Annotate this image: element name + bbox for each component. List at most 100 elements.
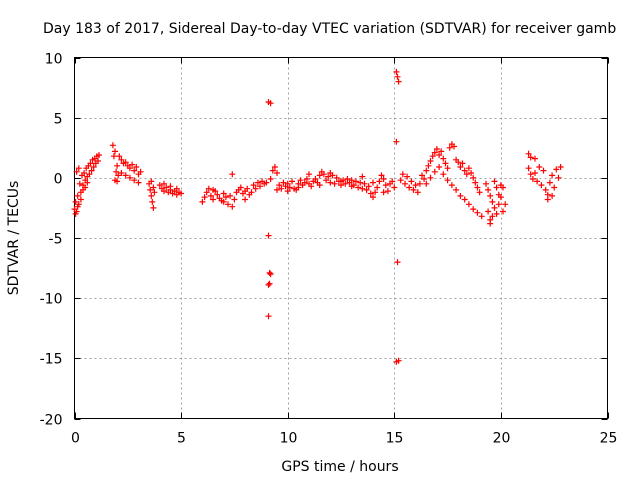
data-point	[214, 191, 221, 198]
data-point	[427, 174, 434, 181]
data-point	[289, 178, 295, 185]
data-point	[225, 201, 231, 208]
data-point	[476, 189, 483, 196]
grid-lines	[74, 57, 608, 419]
data-point	[532, 170, 538, 176]
data-point	[465, 165, 472, 172]
data-point	[376, 178, 383, 185]
data-point	[557, 164, 564, 170]
data-point	[487, 192, 494, 199]
data-point	[440, 171, 447, 178]
data-point	[81, 170, 88, 176]
data-point	[274, 186, 280, 193]
data-point	[284, 188, 291, 195]
data-point	[327, 179, 334, 186]
data-point	[453, 186, 460, 193]
data-point	[126, 174, 133, 181]
data-point	[84, 179, 91, 186]
data-point	[436, 164, 443, 170]
data-point	[231, 196, 238, 203]
y-tick-labels: -20 -15 -10 -5 0 5 10	[40, 52, 63, 429]
data-point	[254, 179, 261, 186]
data-point	[527, 171, 534, 178]
data-point	[461, 196, 468, 203]
data-point	[306, 171, 312, 178]
data-point	[244, 185, 251, 192]
data-point	[500, 208, 506, 215]
data-point	[489, 198, 496, 205]
data-point	[370, 179, 376, 186]
data-point	[465, 201, 472, 208]
y-axis-label: SDTVAR / TECUs	[6, 181, 22, 296]
data-point	[412, 182, 419, 189]
data-point	[478, 213, 485, 220]
data-point	[431, 168, 438, 175]
data-point	[73, 168, 80, 175]
data-point	[487, 220, 494, 227]
data-point	[147, 186, 154, 193]
data-point	[416, 180, 423, 187]
data-point	[389, 178, 396, 185]
data-point	[380, 189, 387, 196]
data-point	[493, 210, 500, 217]
data-point	[87, 160, 94, 167]
data-point	[397, 177, 404, 184]
data-point	[442, 160, 449, 167]
axis-ticks	[74, 57, 609, 420]
data-point	[446, 144, 453, 151]
data-point	[316, 182, 323, 189]
data-point	[86, 171, 93, 178]
data-point	[148, 178, 155, 185]
data-point	[220, 190, 227, 197]
data-point	[303, 176, 310, 182]
data-point	[220, 198, 227, 205]
data-point	[229, 171, 236, 178]
data-point	[149, 198, 156, 205]
y-tick-label: -10	[40, 292, 63, 308]
data-point	[555, 174, 562, 181]
data-point	[444, 177, 451, 184]
data-point	[271, 164, 278, 170]
data-point	[493, 184, 500, 191]
data-point	[549, 192, 556, 199]
data-point	[394, 73, 401, 80]
data-point	[534, 178, 541, 185]
data-point	[82, 184, 89, 191]
data-point	[163, 184, 170, 191]
data-point	[361, 180, 368, 187]
data-point	[312, 176, 319, 182]
data-point	[237, 184, 244, 191]
data-point	[367, 190, 374, 197]
data-point	[267, 271, 274, 278]
x-tick-label: 10	[280, 431, 298, 447]
data-point	[161, 180, 167, 187]
data-point	[297, 177, 304, 184]
data-point	[344, 176, 351, 182]
data-point	[167, 183, 174, 190]
data-point	[404, 173, 411, 180]
data-point	[133, 164, 140, 170]
data-point	[395, 357, 402, 364]
data-point	[393, 138, 400, 145]
data-point	[131, 177, 138, 184]
data-point	[266, 269, 273, 276]
data-point	[532, 155, 538, 162]
data-point	[286, 184, 293, 191]
data-point	[266, 280, 273, 287]
data-point	[308, 183, 315, 190]
data-point	[414, 189, 421, 196]
data-point	[137, 168, 144, 175]
data-point	[161, 188, 167, 195]
data-point	[395, 78, 402, 85]
data-point	[433, 146, 440, 152]
data-point	[116, 153, 123, 160]
data-point	[114, 178, 121, 185]
data-point	[423, 180, 430, 187]
data-point	[229, 203, 236, 210]
data-point	[173, 185, 180, 192]
data-point	[544, 196, 551, 203]
data-point	[542, 186, 549, 193]
data-point	[263, 179, 270, 186]
data-point	[178, 190, 185, 197]
data-point	[295, 184, 302, 191]
